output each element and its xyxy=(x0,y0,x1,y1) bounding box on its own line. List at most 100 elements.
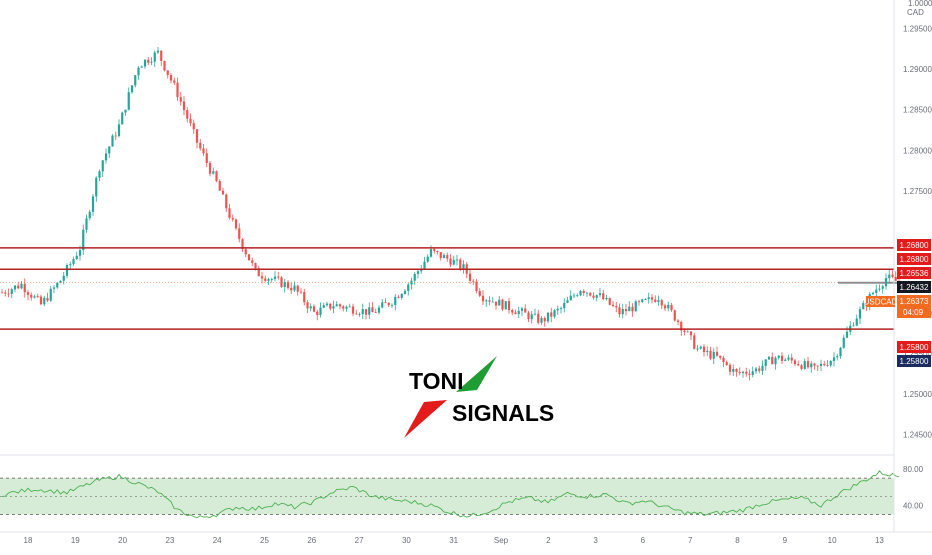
price-tick-label: 1.27500 xyxy=(903,187,932,196)
candle-body xyxy=(595,295,598,298)
candle-body xyxy=(296,285,299,292)
candle-body xyxy=(738,371,741,374)
candle-body xyxy=(208,163,212,174)
candle-body xyxy=(390,304,394,306)
price-badge-label: 1.25800 xyxy=(900,343,929,352)
candle-body xyxy=(621,309,624,315)
candle-body xyxy=(725,362,728,365)
time-tick-label: 7 xyxy=(688,536,693,545)
candle-body xyxy=(156,50,160,53)
candle-body xyxy=(111,135,114,147)
candle-body xyxy=(244,249,247,255)
candle-body xyxy=(878,288,881,290)
time-tick-label: 10 xyxy=(828,536,837,545)
candle-body xyxy=(283,282,286,288)
time-tick-label: 9 xyxy=(783,536,788,545)
candle-body xyxy=(660,300,663,306)
candle-body xyxy=(195,129,199,143)
candle-body xyxy=(836,356,839,358)
price-badge-label: 1.26800 xyxy=(900,241,929,250)
candle-body xyxy=(39,296,43,305)
candle-body xyxy=(72,259,75,265)
time-axis-labels: 18 19 20 23 24 25 26 27 30 31 Sep 2 3 6 7 8 9 10 13 xyxy=(24,536,885,545)
candle-body xyxy=(442,255,446,259)
candle-body xyxy=(871,292,875,295)
candle-body xyxy=(767,356,771,360)
candle-body xyxy=(49,288,52,301)
currency-label: CAD xyxy=(907,8,924,17)
candle-body xyxy=(644,299,647,300)
candle-body xyxy=(634,301,637,312)
candle-body xyxy=(134,75,137,86)
candle-body xyxy=(342,306,345,309)
candle-body xyxy=(91,196,95,212)
time-tick-label: 3 xyxy=(593,536,598,545)
candle-body xyxy=(20,283,23,289)
candle-body xyxy=(182,101,186,111)
candle-body xyxy=(59,280,62,283)
candle-body xyxy=(663,305,667,309)
candle-body xyxy=(715,351,719,356)
candle-body xyxy=(566,300,569,303)
candle-body xyxy=(329,303,332,309)
time-tick-label: 30 xyxy=(402,536,411,545)
candle-body xyxy=(537,313,540,323)
candle-body xyxy=(270,279,273,280)
candle-body xyxy=(257,268,260,277)
candle-body xyxy=(771,356,774,365)
candle-body xyxy=(881,286,884,289)
candle-body xyxy=(228,208,231,218)
candle-body xyxy=(104,153,108,161)
candle-body xyxy=(790,357,793,361)
candle-body xyxy=(780,355,784,361)
candle-body xyxy=(4,292,7,294)
candle-body xyxy=(10,289,13,294)
candle-body xyxy=(319,307,322,315)
candle-body xyxy=(400,293,403,298)
time-tick-label: 27 xyxy=(355,536,364,545)
price-badge-label: 1.26432 xyxy=(900,283,929,292)
candle-body xyxy=(875,289,878,293)
candle-body xyxy=(358,314,361,315)
candle-body xyxy=(686,331,689,333)
candle-body xyxy=(832,357,836,361)
candle-body xyxy=(605,297,608,300)
candle-body xyxy=(95,177,98,197)
candle-body xyxy=(36,296,39,298)
candle-body xyxy=(709,350,712,359)
candle-body xyxy=(150,61,153,63)
time-tick-label: 24 xyxy=(213,536,222,545)
candle-body xyxy=(507,301,511,311)
candle-body xyxy=(241,239,244,250)
candle-body xyxy=(524,308,527,313)
candle-body xyxy=(758,368,761,371)
candle-body xyxy=(202,148,205,154)
candle-body xyxy=(563,302,566,309)
candle-body xyxy=(823,363,826,366)
time-tick-label: 31 xyxy=(449,536,458,545)
price-tick-label: 1.25000 xyxy=(903,390,932,399)
candle-body xyxy=(602,293,605,300)
candle-body xyxy=(143,59,147,67)
candle-body xyxy=(784,359,787,361)
candle-body xyxy=(488,300,491,302)
candle-body xyxy=(316,311,319,315)
candle-body xyxy=(426,256,429,262)
candle-body xyxy=(501,299,504,310)
candle-body xyxy=(332,306,335,309)
candle-body xyxy=(30,294,33,298)
candle-body xyxy=(101,160,104,172)
price-tick-label: 1.24500 xyxy=(903,431,932,440)
candle-body xyxy=(413,273,416,281)
candle-body xyxy=(247,254,251,261)
candle-body xyxy=(384,302,387,304)
candle-body xyxy=(374,312,377,313)
time-tick-label: 13 xyxy=(875,536,884,545)
candle-body xyxy=(498,299,501,306)
logo-text-toni: TONI xyxy=(409,368,464,394)
candle-body xyxy=(462,264,465,269)
candle-body xyxy=(205,153,208,164)
candle-body xyxy=(277,276,280,278)
